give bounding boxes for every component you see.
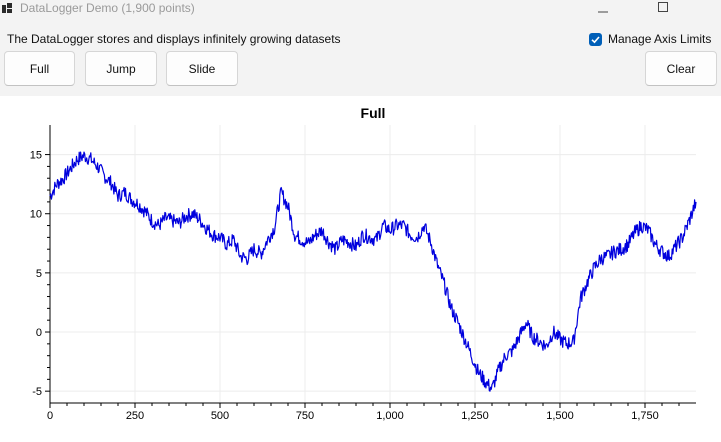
manage-axis-limits-label: Manage Axis Limits xyxy=(608,32,712,46)
y-tick-label: 0 xyxy=(36,327,42,339)
jump-button[interactable]: Jump xyxy=(85,51,157,86)
chart-title: Full xyxy=(361,105,386,121)
slide-button[interactable]: Slide xyxy=(166,51,238,86)
x-tick-label: 1,000 xyxy=(376,410,404,422)
checkmark-icon xyxy=(591,35,600,43)
maximize-button[interactable] xyxy=(640,0,686,22)
x-tick-label: 1,750 xyxy=(631,410,659,422)
line-chart: Full 0 250 500 750 1,000 1,250 1,500 1,750 15 10 5… xyxy=(30,105,697,422)
x-tick-label: 1,500 xyxy=(546,410,574,422)
window-title: DataLogger Demo (1,900 points) xyxy=(20,1,195,15)
clear-button[interactable]: Clear xyxy=(645,51,717,86)
y-tick-label: 10 xyxy=(30,209,42,221)
minimize-button[interactable] xyxy=(580,0,626,22)
y-tick-label: 15 xyxy=(30,150,42,162)
x-tick-label: 1,250 xyxy=(461,410,489,422)
x-tick-label: 0 xyxy=(47,410,53,422)
full-button[interactable]: Full xyxy=(4,51,75,86)
manage-axis-limits-checkbox[interactable]: Manage Axis Limits xyxy=(589,31,711,47)
x-tick-label: 750 xyxy=(296,410,314,422)
maximize-icon xyxy=(658,2,668,12)
description-text: The DataLogger stores and displays infin… xyxy=(7,32,341,46)
app-icon xyxy=(2,3,12,13)
minimize-icon xyxy=(598,11,608,13)
y-tick-label: -5 xyxy=(32,386,42,398)
title-bar: DataLogger Demo (1,900 points) xyxy=(0,0,721,22)
plot-area: Full 0 250 500 750 1,000 1,250 1,500 1,750 15 10 5… xyxy=(0,96,721,442)
x-tick-label: 250 xyxy=(126,410,144,422)
series-line xyxy=(49,151,697,392)
x-tick-label: 500 xyxy=(211,410,229,422)
y-tick-label: 5 xyxy=(36,268,42,280)
checkbox-box[interactable] xyxy=(589,32,602,46)
